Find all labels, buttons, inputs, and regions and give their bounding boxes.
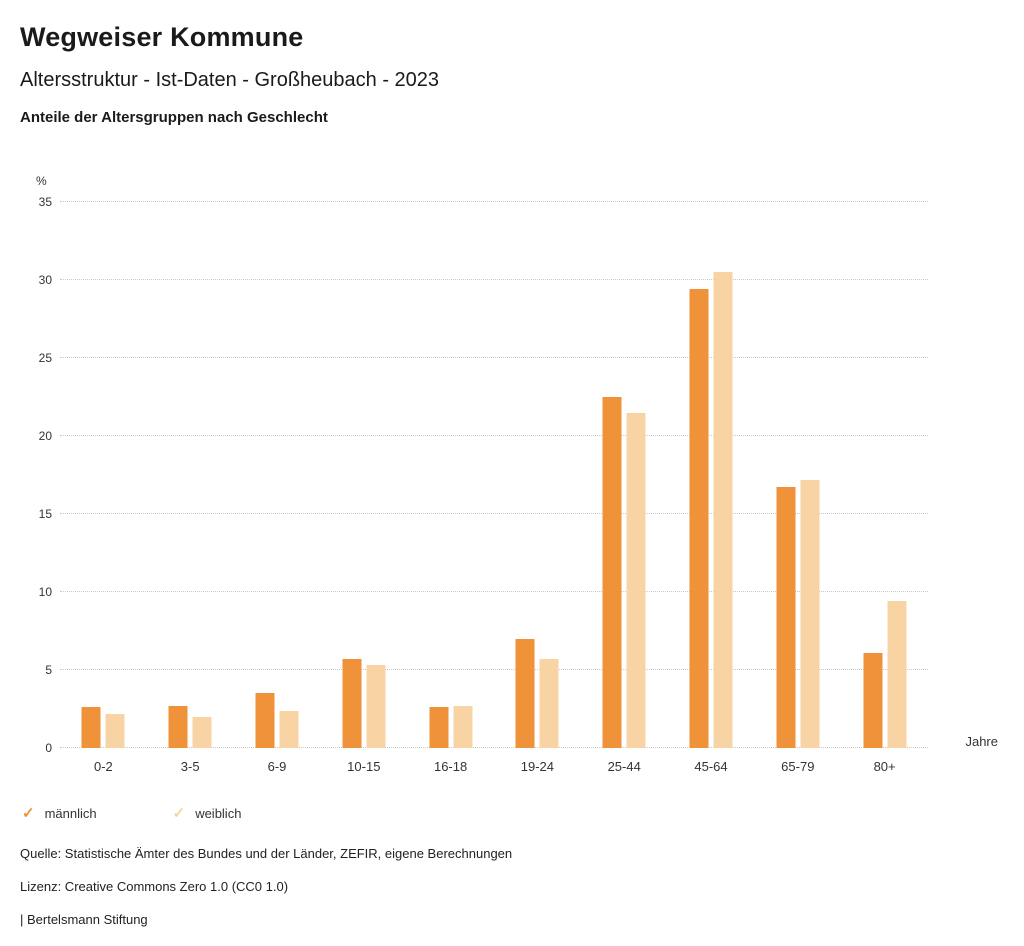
y-tick-label-35: 35 — [38, 195, 52, 209]
bar-group-65-79: 65-79 — [776, 202, 820, 774]
bar-maennlich-3-5[interactable] — [168, 705, 188, 748]
gridline-0 — [60, 747, 928, 748]
bar-weiblich-19-24[interactable] — [539, 659, 559, 748]
chart-heading: Anteile der Altersgruppen nach Geschlech… — [20, 109, 328, 126]
y-tick-label-5: 5 — [45, 663, 52, 677]
plot-area: 0 5 10 15 20 25 30 35 0-2 3-5 6-9 10-15 16-18 19-24 25… — [39, 195, 928, 774]
y-tick-label-10: 10 — [38, 585, 52, 599]
bar-weiblich-45-64[interactable] — [713, 272, 733, 748]
bar-group-6-9: 6-9 — [255, 202, 299, 774]
x-tick-label-25-44: 25-44 — [607, 759, 641, 774]
bar-group-10-15: 10-15 — [342, 202, 386, 774]
x-tick-label-6-9: 6-9 — [267, 759, 287, 774]
check-icon: ✓ — [172, 805, 186, 822]
bar-weiblich-16-18[interactable] — [453, 705, 473, 748]
legend-item-label: männlich — [44, 805, 97, 821]
legend-item-weiblich[interactable]: ✓ weiblich — [173, 804, 242, 822]
y-tick-label-15: 15 — [38, 507, 52, 521]
bar-group-16-18: 16-18 — [429, 202, 473, 774]
bar-group-0-2: 0-2 — [81, 202, 125, 774]
x-tick-label-65-79: 65-79 — [781, 759, 815, 774]
gridline-30 — [60, 279, 928, 280]
bar-weiblich-10-15[interactable] — [366, 665, 386, 748]
x-tick-label-16-18: 16-18 — [433, 759, 468, 774]
bar-weiblich-6-9[interactable] — [279, 710, 299, 748]
y-axis-unit-label: % — [36, 174, 47, 188]
bar-weiblich-65-79[interactable] — [800, 479, 820, 748]
age-structure-bar-chart: % 0 5 10 15 20 25 30 35 0-2 3-5 6-9 10-15 16-18 19-24… — [20, 174, 1004, 788]
bar-maennlich-25-44[interactable] — [602, 397, 622, 748]
x-tick-label-0-2: 0-2 — [93, 759, 113, 774]
y-tick-label-0: 0 — [45, 741, 52, 755]
bar-maennlich-10-15[interactable] — [342, 659, 362, 748]
legend-item-maennlich[interactable]: ✓ männlich — [22, 804, 97, 822]
y-tick-label-30: 30 — [38, 273, 52, 287]
x-tick-label-19-24: 19-24 — [520, 759, 555, 774]
x-tick-label-3-5: 3-5 — [180, 759, 200, 774]
bar-group-80+: 80+ — [863, 202, 907, 774]
gridline-15 — [60, 513, 928, 514]
legend-item-label: weiblich — [195, 805, 242, 821]
source-note: Quelle: Statistische Ämter des Bundes un… — [20, 846, 513, 861]
bar-group-19-24: 19-24 — [515, 202, 559, 774]
bar-group-3-5: 3-5 — [168, 202, 212, 774]
gridline-5 — [60, 669, 928, 670]
bar-maennlich-6-9[interactable] — [255, 693, 275, 748]
page-subtitle: Altersstruktur - Ist-Daten - Großheubach… — [20, 69, 440, 91]
gridline-10 — [60, 591, 928, 592]
bar-weiblich-25-44[interactable] — [626, 412, 646, 748]
x-tick-label-45-64: 45-64 — [694, 759, 728, 774]
bar-weiblich-3-5[interactable] — [192, 716, 212, 748]
x-tick-label-80+: 80+ — [873, 759, 896, 774]
gridline-35 — [60, 201, 928, 202]
bar-maennlich-19-24[interactable] — [515, 638, 535, 748]
chart-footer: Quelle: Statistische Ämter des Bundes un… — [20, 846, 1004, 927]
chart-legend: ✓ männlich ✓ weiblich — [22, 804, 1004, 822]
page-title: Wegweiser Kommune — [20, 22, 304, 52]
x-tick-label-10-15: 10-15 — [347, 759, 381, 774]
bar-group-25-44: 25-44 — [602, 202, 646, 774]
bar-maennlich-80+[interactable] — [863, 652, 883, 748]
y-tick-label-25: 25 — [38, 351, 52, 365]
y-tick-label-20: 20 — [38, 429, 52, 443]
license-note: Lizenz: Creative Commons Zero 1.0 (CC0 1… — [20, 879, 289, 894]
bar-weiblich-0-2[interactable] — [105, 713, 125, 748]
bar-maennlich-16-18[interactable] — [429, 707, 449, 748]
bar-maennlich-45-64[interactable] — [689, 289, 709, 748]
x-axis-unit-label: Jahre — [965, 734, 998, 749]
gridline-25 — [60, 357, 928, 358]
bar-maennlich-65-79[interactable] — [776, 487, 796, 748]
bar-weiblich-80+[interactable] — [887, 601, 907, 748]
gridline-20 — [60, 435, 928, 436]
check-icon: ✓ — [22, 805, 35, 822]
bar-group-45-64: 45-64 — [689, 202, 733, 774]
brand-note: | Bertelsmann Stiftung — [20, 912, 148, 927]
bar-maennlich-0-2[interactable] — [81, 707, 101, 748]
